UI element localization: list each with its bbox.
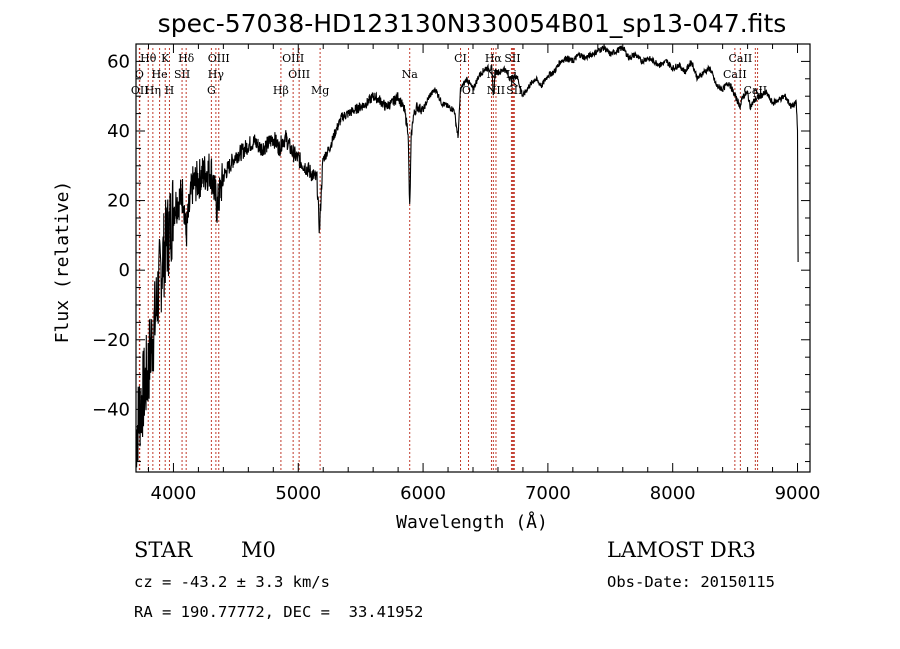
spectrum-line: [135, 44, 799, 468]
line-label: SII: [506, 84, 522, 97]
line-label: Hα: [485, 52, 503, 65]
line-label: SII: [504, 52, 520, 65]
line-label: SII: [174, 68, 190, 81]
line-label: CaII: [723, 68, 747, 81]
line-label: Hη: [145, 84, 161, 97]
line-label: H: [165, 84, 175, 97]
plot-frame: [135, 43, 811, 473]
y-tick-label: −40: [92, 399, 130, 420]
line-label: OIII: [288, 68, 310, 81]
line-label: He: [152, 68, 168, 81]
observation-date: Obs-Date: 20150115: [607, 573, 775, 591]
object-class: STAR: [134, 538, 193, 562]
survey-name: LAMOST DR3: [607, 538, 756, 562]
x-tick-label: 8000: [650, 483, 696, 504]
y-tick-label: 40: [107, 121, 130, 142]
x-tick-label: 7000: [525, 483, 571, 504]
line-label: Hγ: [208, 68, 225, 81]
line-label: OII: [131, 84, 149, 97]
line-label: K: [161, 52, 170, 65]
line-label: CaII: [729, 52, 753, 65]
x-tick-label: 4000: [151, 483, 197, 504]
line-label: Hδ: [178, 52, 195, 65]
line-label: OIII: [282, 52, 304, 65]
x-tick-label: 5000: [275, 483, 321, 504]
redshift-velocity: cz = -43.2 ± 3.3 km/s: [134, 573, 330, 591]
chart-title: spec-57038-HD123130N330054B01_sp13-047.f…: [158, 9, 787, 38]
x-tick-label: 9000: [775, 483, 821, 504]
line-label: OIII: [208, 52, 230, 65]
line-label: NII: [487, 84, 505, 97]
line-label: Hθ: [140, 52, 157, 65]
y-axis-label: Flux (relative): [52, 181, 73, 344]
y-tick-label: 0: [119, 260, 130, 281]
line-label: G: [207, 84, 216, 97]
x-axis-label: Wavelength (Å): [396, 511, 548, 533]
x-tick-label: 6000: [400, 483, 446, 504]
line-label: Hβ: [273, 84, 289, 97]
line-label: CI: [454, 52, 467, 65]
emission-line-markers: [138, 48, 759, 472]
line-label: Li: [506, 68, 517, 81]
line-label: K: [509, 76, 518, 89]
y-tick-label: 60: [107, 51, 130, 72]
line-label: Mg: [311, 84, 329, 97]
y-tick-label: −20: [92, 330, 130, 351]
object-subclass: M0: [241, 538, 276, 562]
coordinates: RA = 190.77772, DEC = 33.41952: [134, 603, 424, 621]
line-label: O: [135, 68, 144, 81]
y-tick-label: 20: [107, 191, 130, 212]
axis-ticks: 4000 5000 6000 7000 8000 9000 −40 −20 0 20 40 60: [92, 43, 821, 504]
line-label: Na: [402, 68, 419, 81]
